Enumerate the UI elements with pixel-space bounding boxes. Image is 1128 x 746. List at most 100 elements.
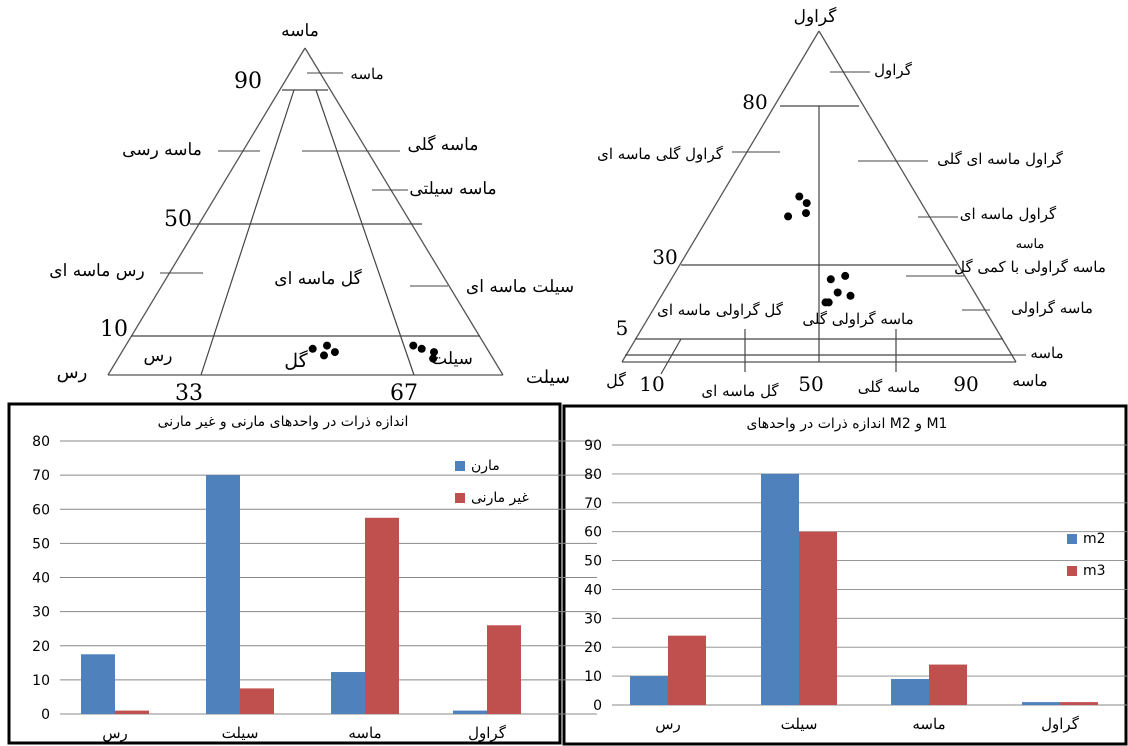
legend-swatch: [1067, 566, 1077, 576]
divider-33: [200, 89, 295, 376]
legend-label: m3: [1083, 563, 1106, 579]
y-tick-label: 10: [32, 673, 50, 689]
region-label-sand: ماسه: [1030, 344, 1063, 362]
bar-chart-1-title: اندازه ذرات در واحدهای مارنی و غیر مارنی: [158, 414, 409, 430]
x-tick-label: ماسه: [348, 724, 381, 742]
region-label-mud: گل: [284, 349, 308, 372]
y-tick-label: 20: [32, 639, 50, 655]
bar-غیر مارنی-2: [365, 517, 399, 714]
region-label-silt: سیلت: [431, 349, 473, 369]
bottom-class-muddy-sand: گل ماسه ای: [701, 382, 779, 400]
legend-label: m2: [1083, 531, 1106, 547]
ternary-2-point-9: [824, 298, 833, 307]
ternary-1-point-7: [429, 354, 438, 363]
region-label-muddy-sand: ماسه گلی: [408, 134, 479, 155]
side-tick-10: 10: [100, 317, 128, 342]
bottom-class-sandy-mud: ماسه گلی: [858, 378, 921, 396]
region-label-sandy-silt: سیلت ماسه ای: [466, 277, 574, 297]
ternary-1-point-2: [320, 351, 328, 360]
region-label-gravelly-mud-sandy: گل گراولی ماسه ای: [657, 301, 784, 319]
ternary-1-point-4: [409, 341, 418, 350]
corner-label-left: گل: [606, 371, 626, 390]
x-tick-label: ماسه: [912, 715, 945, 733]
bar-مارن-3: [453, 710, 487, 714]
ternary-1-point-1: [323, 341, 331, 350]
x-tick-label: گراول: [1041, 715, 1080, 733]
y-tick-label: 0: [41, 707, 50, 723]
ternary-2-points: [784, 192, 855, 307]
triangle-edge-right: [818, 30, 1017, 363]
triangle-edge-right: [304, 47, 504, 376]
ternary-diagram-gravel-sand-mud: گراول گل ماسه 80 30 5 10 50 90 گل ماسه ا…: [597, 6, 1106, 400]
ternary-2-point-3: [784, 212, 793, 221]
corner-label-top: گراول: [794, 6, 838, 27]
region-label-clayey-sand: ماسه رسی: [122, 140, 202, 160]
region-label-gravelly-sand: ماسه گراولی: [1011, 299, 1093, 317]
ternary-1-points: [308, 341, 438, 363]
legend-swatch: [455, 461, 465, 471]
bar-مارن-0: [81, 654, 115, 714]
bar-غیر مارنی-3: [487, 625, 521, 714]
bar-m3-1: [799, 531, 837, 705]
bar-chart-marl-nonmarl: 0 10 20 30 40 50 60 70 80 رس سیلت ماسه گراول مارن غیر …: [32, 434, 597, 742]
region-label-sand-top-line: ماسه: [1016, 237, 1045, 252]
region-label-clay: رس: [144, 346, 173, 366]
bar-مارن-2: [331, 672, 365, 714]
ternary-2-point-5: [841, 271, 850, 280]
bar-m2-3: [1022, 702, 1060, 705]
ternary-1-point-5: [417, 344, 426, 353]
bar-مارن-1: [206, 475, 240, 714]
ternary-2-point-4: [826, 275, 835, 284]
region-label-sandy-mud: گل ماسه ای: [274, 268, 362, 289]
ternary-1-point-6: [430, 348, 438, 357]
region-label-gravelly-sand-little-mud: ماسه گراولی با کمی گل: [954, 258, 1106, 276]
region-label-gravel-muddy-sandy: گراول گلی ماسه ای: [597, 145, 724, 163]
x-tick-label: سیلت: [222, 724, 259, 742]
corner-label-top: ماسه: [281, 21, 319, 41]
bar-m2-1: [761, 473, 799, 705]
bar-غیر مارنی-0: [115, 710, 149, 714]
legend-swatch: [1067, 534, 1077, 544]
x-tick-label: سیلت: [781, 715, 818, 733]
corner-label-right: سیلت: [526, 367, 570, 388]
triangle-edge-left: [107, 47, 306, 376]
x-tick-label: رس: [102, 724, 128, 742]
side-tick-30: 30: [652, 245, 677, 269]
bottom-tick-90: 90: [953, 372, 978, 396]
divider-10: [660, 338, 682, 375]
y-tick-label: 10: [584, 669, 602, 685]
y-tick-label: 40: [32, 571, 50, 587]
y-tick-label: 90: [584, 438, 602, 454]
legend-label: غیر مارنی: [471, 490, 529, 506]
corner-label-left: رس: [57, 362, 88, 383]
ternary-2-point-6: [833, 288, 842, 297]
y-tick-label: 60: [32, 502, 50, 518]
region-label-gravel-sandy: گراول ماسه ای: [960, 205, 1057, 223]
side-tick-5: 5: [616, 316, 629, 340]
ternary-1-point-3: [308, 344, 317, 353]
y-tick-label: 50: [32, 536, 50, 552]
bar-m3-3: [1060, 702, 1098, 705]
y-tick-label: 20: [584, 640, 602, 656]
corner-label-right: ماسه: [1012, 371, 1047, 390]
x-tick-label: رس: [655, 715, 681, 733]
region-label-gravel: گراول: [874, 61, 913, 79]
bar-m2-2: [891, 679, 929, 705]
region-label-sand: ماسه: [350, 65, 383, 83]
y-tick-label: 30: [584, 611, 602, 627]
y-tick-label: 70: [584, 496, 602, 512]
x-tick-label: گراول: [468, 724, 507, 742]
y-tick-label: 0: [593, 698, 602, 714]
y-tick-label: 30: [32, 605, 50, 621]
bottom-tick-10: 10: [639, 372, 664, 396]
region-label-sandy-clay: رس ماسه ای: [49, 261, 144, 281]
ternary-1-point-0: [330, 348, 339, 357]
region-label-gravel-sandy-muddy: گراول ماسه ای گلی: [937, 150, 1064, 168]
y-tick-label: 40: [584, 582, 602, 598]
ternary-2-point-0: [795, 192, 804, 201]
y-tick-label: 60: [584, 525, 602, 541]
bar-غیر مارنی-1: [240, 688, 274, 714]
ternary-2-point-7: [846, 291, 855, 300]
ternary-2-point-2: [802, 209, 810, 218]
